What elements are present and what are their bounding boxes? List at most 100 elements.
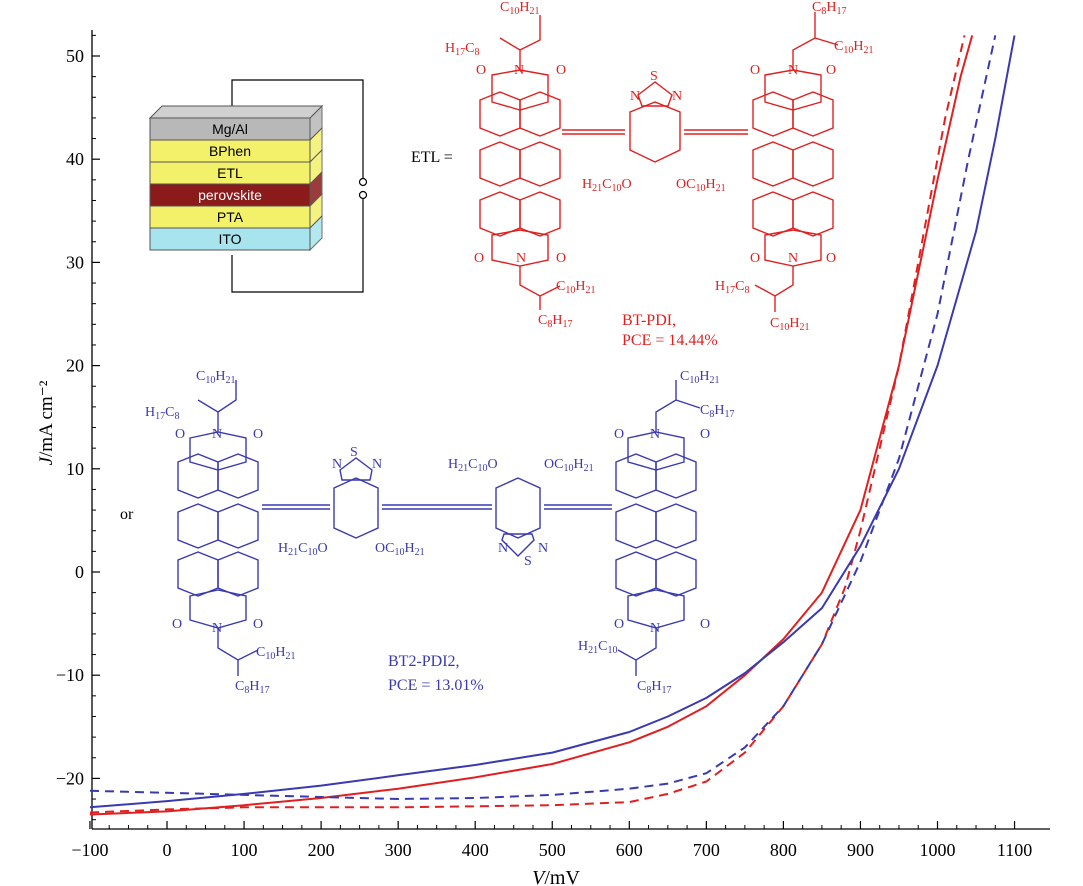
chem-label: N <box>212 621 222 636</box>
series-line-2 <box>89 35 966 814</box>
chem-label: O <box>175 427 185 442</box>
bt-pdi-name: BT-PDI, <box>622 312 676 329</box>
chem-label: O <box>476 63 486 78</box>
chem-label: H17C8 <box>715 279 749 296</box>
chem-label: C10H21 <box>680 369 719 386</box>
chem-label: N <box>788 251 798 266</box>
chem-label: O <box>614 617 624 632</box>
x-tick-label: 500 <box>539 840 566 860</box>
chem-label: O <box>826 63 836 78</box>
chem-label: O <box>253 427 263 442</box>
device-layer-label: perovskite <box>198 187 262 203</box>
bt-ring <box>629 101 681 163</box>
x-tick-label: 1100 <box>997 840 1032 860</box>
pdi-ring <box>792 91 834 137</box>
chem-label: N <box>498 541 508 556</box>
chem-label: O <box>614 427 624 442</box>
chem-label: O <box>750 251 760 266</box>
bt-pdi-structure <box>479 12 839 312</box>
chem-label: C8H17 <box>637 679 671 696</box>
pdi-ring <box>627 589 685 629</box>
pdi-ring <box>479 91 521 137</box>
chem-label: N <box>514 63 524 78</box>
alkyl-chain <box>617 628 657 676</box>
chem-label: OC10H21 <box>375 541 425 558</box>
x-ticks <box>89 821 1016 829</box>
chem-label: N <box>212 427 222 442</box>
bt-pdi-pce: PCE = 14.44% <box>622 332 718 349</box>
chem-label: N <box>650 427 660 442</box>
x-axis-title: V/mV <box>532 867 580 886</box>
device-stack-inset: Mg/Al BPhen ETL perovskite PTA ITO <box>148 79 368 293</box>
alkyl-chain <box>754 266 794 312</box>
y-tick-labels: −20 −10 0 10 20 30 40 50 <box>56 46 84 788</box>
chem-label: C10H21 <box>196 369 235 386</box>
pdi-ring <box>217 453 259 499</box>
chem-label: S <box>524 554 532 569</box>
x-tick-label: 400 <box>462 840 489 860</box>
bt2-pdi2-structure-labels: C10H21 H17C8 O N O S N N H21C10O OC10H21… <box>145 369 734 696</box>
pdi-ring <box>519 91 561 137</box>
chem-label: O <box>474 251 484 266</box>
y-tick-label: 40 <box>66 149 84 169</box>
chem-label: O <box>172 617 182 632</box>
y-axis-title: J/mA cm⁻² <box>36 380 57 465</box>
x-tick-label: 300 <box>385 840 412 860</box>
thiadiazole-ring <box>637 81 673 107</box>
pdi-ring <box>519 191 561 237</box>
x-tick-label: 800 <box>770 840 797 860</box>
chem-label: O <box>700 617 710 632</box>
device-layer-label: ITO <box>218 231 241 247</box>
chem-label: O <box>556 251 566 266</box>
chem-label: C8H17 <box>700 403 734 420</box>
x-tick-label: 900 <box>847 840 874 860</box>
alkyl-chain <box>217 628 259 676</box>
device-wire <box>231 79 364 178</box>
x-tick-label: 600 <box>616 840 643 860</box>
series-line-3 <box>89 35 1016 809</box>
chem-label: H21C10O <box>278 541 328 558</box>
y-tick-label: 20 <box>66 356 84 376</box>
pdi-ring <box>615 551 657 597</box>
device-layer-label: Mg/Al <box>212 121 248 137</box>
chem-label: C10H21 <box>834 39 873 56</box>
chem-label: OC10H21 <box>676 177 726 194</box>
chem-label: C8H17 <box>812 0 846 17</box>
chem-label: N <box>788 63 798 78</box>
chem-label: C10H21 <box>256 645 295 662</box>
device-wire <box>231 197 364 293</box>
chem-label: O <box>826 251 836 266</box>
series-line-1 <box>89 35 974 816</box>
pdi-ring <box>177 503 219 549</box>
device-terminal <box>358 190 368 200</box>
x-tick-label: 700 <box>693 840 720 860</box>
bt2-pdi2-name: BT2-PDI2, <box>388 653 460 670</box>
y-tick-label: −10 <box>56 665 84 685</box>
pdi-ring <box>752 191 794 237</box>
chem-label: C8H17 <box>235 679 269 696</box>
chem-label: C8H17 <box>538 313 572 330</box>
y-tick-label: 10 <box>66 459 84 479</box>
chem-label: O <box>556 63 566 78</box>
pdi-ring <box>615 503 657 549</box>
thiadiazole-ring <box>501 533 535 557</box>
series-line-4 <box>89 35 997 800</box>
chem-label: H17C8 <box>145 405 179 422</box>
x-tick-labels: −100 0 100 200 300 400 500 600 700 800 900 1000 1100 <box>71 840 1032 860</box>
chem-label: H21C10 <box>578 639 617 656</box>
chem-label: H17C8 <box>445 41 479 58</box>
pdi-ring <box>479 191 521 237</box>
pdi-ring <box>764 229 822 267</box>
bt-ring <box>495 477 541 539</box>
chem-label: C10H21 <box>500 0 539 17</box>
chem-label: C10H21 <box>556 279 595 296</box>
pdi-ring <box>655 503 697 549</box>
chem-label: N <box>332 457 342 472</box>
chem-label: N <box>650 621 660 636</box>
chem-label: H21C10O <box>448 457 498 474</box>
etl-label: ETL = <box>411 149 453 166</box>
chem-label: N <box>538 541 548 556</box>
pdi-ring <box>792 141 834 187</box>
